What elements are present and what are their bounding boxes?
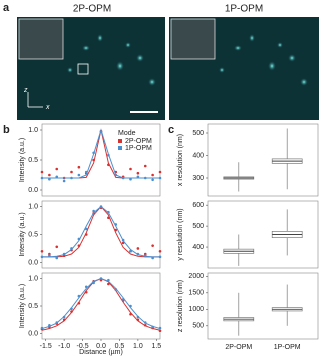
data-point bbox=[77, 165, 81, 169]
plot-frame bbox=[207, 123, 319, 197]
image-right bbox=[169, 17, 319, 120]
data-point bbox=[158, 170, 162, 174]
x-tick-label: 1P-OPM bbox=[274, 344, 301, 351]
data-point bbox=[121, 241, 125, 245]
data-point bbox=[48, 177, 51, 181]
fit-curve bbox=[41, 277, 161, 330]
y-tick-label: 400 bbox=[192, 244, 204, 251]
data-point bbox=[151, 244, 154, 247]
fit-curve bbox=[41, 277, 161, 331]
legend-swatch bbox=[118, 139, 122, 143]
y-axis-label: z resolution (nm) bbox=[177, 280, 184, 332]
y-axis-label: Intensity (a.u.) bbox=[19, 284, 26, 328]
data-point bbox=[40, 249, 44, 253]
plot-frame bbox=[41, 200, 161, 269]
y-axis-label: Intensity (a.u.) bbox=[19, 138, 26, 182]
data-point bbox=[151, 178, 154, 182]
x-tick-label: -1.0 bbox=[58, 343, 70, 350]
x-tick-label: -1.5 bbox=[40, 343, 52, 350]
y-tick-label: 1.0 bbox=[28, 275, 38, 282]
y-tick-label: 0.0 bbox=[28, 330, 38, 337]
plot-frame bbox=[41, 272, 161, 340]
data-point bbox=[158, 249, 162, 253]
fit-curve bbox=[42, 205, 160, 258]
data-point bbox=[151, 173, 154, 177]
x-tick-label: 1.5 bbox=[151, 343, 161, 350]
axis-label: z bbox=[23, 87, 28, 94]
y-tick-label: 300 bbox=[192, 175, 204, 182]
data-point bbox=[129, 167, 132, 171]
data-point bbox=[143, 164, 147, 168]
plot-frame bbox=[41, 123, 161, 197]
data-point bbox=[55, 256, 59, 260]
data-point bbox=[70, 170, 73, 174]
y-tick-label: 400 bbox=[192, 152, 204, 159]
data-point bbox=[136, 171, 140, 175]
legend-swatch bbox=[118, 146, 122, 150]
fit-curve bbox=[42, 205, 160, 258]
legend-label: 1P-OPM bbox=[125, 145, 152, 152]
data-point bbox=[136, 175, 140, 179]
panel-label: a bbox=[3, 2, 10, 14]
y-tick-label: 0.0 bbox=[28, 187, 38, 194]
image-title: 1P-OPM bbox=[225, 4, 263, 15]
y-tick-label: 500 bbox=[192, 130, 204, 137]
y-tick-label: 1.0 bbox=[28, 127, 38, 134]
y-tick-label: 0.0 bbox=[28, 259, 38, 266]
data-point bbox=[48, 173, 51, 177]
data-point bbox=[62, 179, 66, 183]
data-point bbox=[40, 170, 44, 174]
plot-frame bbox=[207, 200, 319, 269]
x-tick-label: 2P-OPM bbox=[225, 344, 252, 351]
y-axis-label: x resolution (nm) bbox=[177, 134, 184, 186]
plot-frame bbox=[207, 272, 319, 340]
y-tick-label: 2000 bbox=[188, 273, 204, 280]
legend-title: Mode bbox=[118, 130, 136, 137]
data-point bbox=[77, 173, 81, 177]
legend-label: 2P-OPM bbox=[125, 138, 152, 145]
x-tick-label: 0.0 bbox=[96, 343, 106, 350]
panel-label: c bbox=[168, 124, 174, 136]
y-tick-label: 0.5 bbox=[28, 157, 38, 164]
y-tick-label: 600 bbox=[192, 202, 204, 209]
panel-label: b bbox=[3, 124, 10, 136]
data-point bbox=[136, 247, 140, 250]
axis-label: x bbox=[45, 104, 50, 111]
y-tick-label: 1.0 bbox=[28, 203, 38, 210]
data-point bbox=[55, 175, 59, 179]
data-point bbox=[107, 282, 110, 286]
fit-curve bbox=[42, 128, 160, 179]
y-tick-label: 500 bbox=[192, 223, 204, 230]
y-axis-label: Intensity (a.u.) bbox=[19, 212, 26, 256]
data-point bbox=[129, 177, 132, 181]
x-tick-label: 1.0 bbox=[133, 343, 143, 350]
image-left: z x bbox=[17, 17, 165, 120]
data-point bbox=[55, 167, 59, 171]
x-axis-label: Distance (µm) bbox=[79, 349, 123, 356]
y-tick-label: 0.5 bbox=[28, 231, 38, 238]
y-tick-label: 0.5 bbox=[28, 303, 38, 310]
data-point bbox=[55, 245, 59, 249]
image-title: 2P-OPM bbox=[73, 4, 111, 15]
y-tick-label: 1000 bbox=[188, 306, 204, 313]
y-axis-label: y resolution (nm) bbox=[177, 208, 184, 260]
y-tick-label: 1500 bbox=[188, 290, 204, 297]
y-tick-label: 500 bbox=[192, 323, 204, 330]
x-tick-label: 0.5 bbox=[115, 343, 125, 350]
x-tick-label: -0.5 bbox=[77, 343, 89, 350]
